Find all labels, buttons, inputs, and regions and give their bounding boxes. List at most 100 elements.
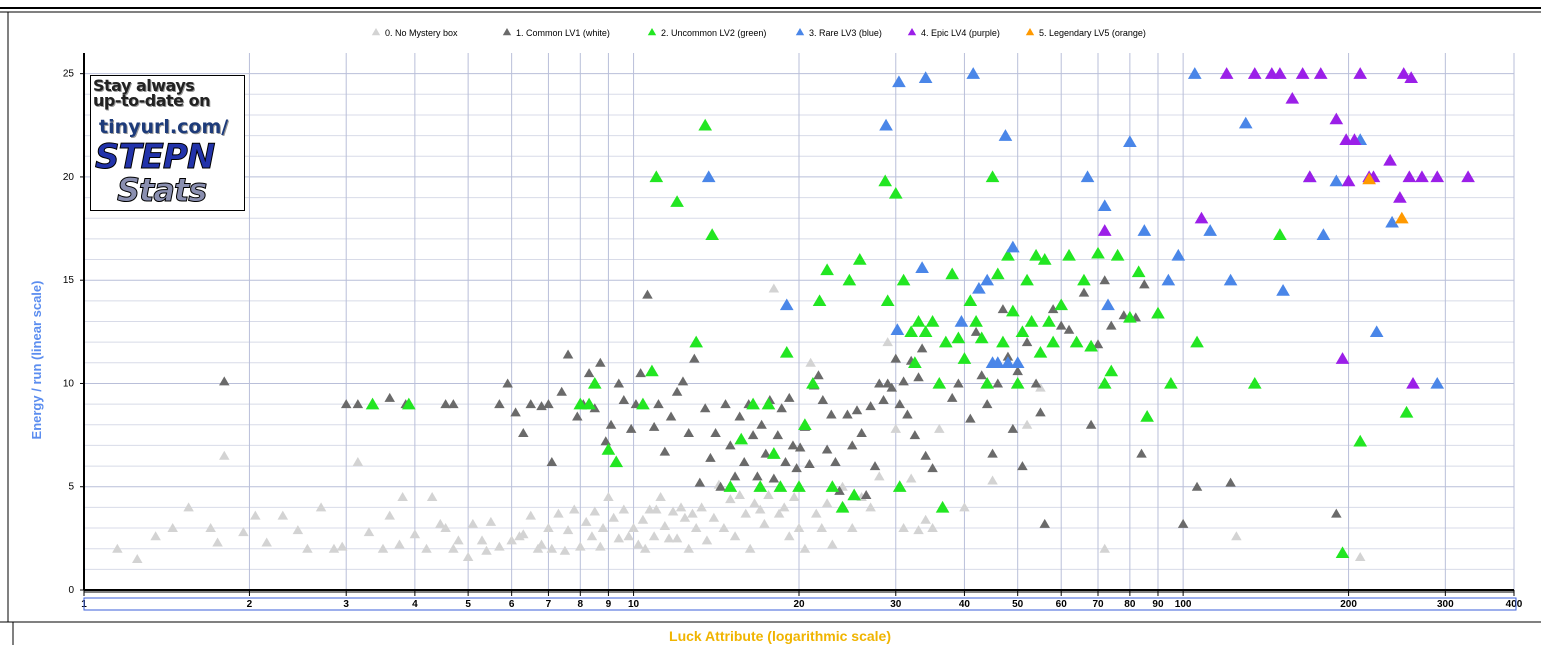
data-point [1331,508,1342,518]
legend-label: 3. Rare LV3 (blue) [809,28,882,38]
data-point [847,440,858,450]
data-point [1223,273,1238,286]
data-point [1353,434,1368,447]
data-point [734,411,745,421]
data-point [112,543,123,553]
legend[interactable]: 0. No Mystery box 1. Common LV1 (white) 2.… [371,28,1146,38]
y-tick-label: 20 [63,172,75,183]
data-point [1035,407,1046,417]
data-point [292,525,304,535]
data-point [916,343,928,353]
data-point [920,514,931,524]
data-point [510,407,521,417]
x-tick-label: 70 [1092,599,1104,610]
data-point [205,523,216,533]
data-point [740,508,751,518]
legend-label: 0. No Mystery box [385,28,458,38]
data-point [913,525,924,535]
data-point [536,539,547,549]
data-point [1110,248,1125,261]
legend-marker [502,28,512,36]
data-point [718,523,730,533]
data-point [898,523,909,533]
data-point [812,294,827,307]
data-point [904,325,919,338]
data-point [898,376,909,386]
data-point [1171,248,1186,261]
data-point [763,489,774,499]
data-point [363,527,375,537]
x-tick-label: 50 [1012,599,1024,610]
x-tick-label: 60 [1056,599,1068,610]
legend-label: 5. Legendary LV5 (orange) [1039,28,1146,38]
data-point [890,423,902,433]
data-point [1430,376,1445,389]
data-point [613,533,625,543]
legend-item[interactable]: 4. Epic LV4 (purple) [907,28,1000,38]
promo-text-stay-always: Stay always [93,76,195,95]
data-point [546,543,558,553]
data-point [426,492,438,502]
data-point [1347,133,1362,145]
data-point [1097,376,1112,389]
data-point [1140,410,1154,422]
data-point [1012,366,1023,376]
data-point [804,459,815,469]
data-point [132,554,143,564]
data-point [998,129,1013,141]
x-axis-label: Luck Attribute (logarithmic scale) [669,628,891,644]
data-point [1062,248,1076,261]
data-point [315,502,327,512]
data-point [744,543,756,553]
data-point [701,535,713,545]
legend-item[interactable]: 1. Common LV1 (white) [502,28,610,38]
data-point [946,392,958,402]
data-point [788,492,800,502]
data-point [648,531,660,541]
data-point [1136,448,1147,458]
data-point [699,403,711,413]
data-point [720,399,731,409]
x-tick-label: 8 [578,599,584,610]
promo-banner[interactable]: Stay always up-to-date on tinyurl.com/ S… [90,75,245,211]
data-point [880,294,895,307]
data-point [835,500,850,513]
data-point [494,399,505,409]
data-point [377,543,389,553]
data-point [635,368,646,378]
data-point [980,376,995,389]
data-point [1037,253,1052,265]
data-point [613,378,625,388]
data-point [183,502,194,512]
y-tick-label: 5 [68,482,74,493]
data-point [772,430,784,440]
legend-item[interactable]: 0. No Mystery box [371,28,458,38]
legend-marker [371,28,381,36]
legend-item[interactable]: 5. Legendary LV5 (orange) [1025,28,1146,38]
axes-layer [80,53,1515,596]
data-point [586,531,598,541]
data-point [476,535,488,545]
data-point [481,545,492,555]
data-point [506,535,517,545]
data-point [1164,376,1178,389]
data-point [778,502,790,512]
legend-item[interactable]: 2. Uncommon LV2 (green) [647,28,767,38]
data-point [773,508,785,518]
data-point [518,529,529,539]
legend-item[interactable]: 3. Rare LV3 (blue) [795,28,882,38]
data-point [1393,191,1407,203]
data-point [277,510,289,520]
data-point [336,541,348,551]
data-point [902,409,913,419]
data-point [1247,376,1262,389]
data-point [525,399,536,409]
data-point [687,508,698,518]
data-point [623,531,634,541]
data-point [1084,339,1098,352]
data-point [518,428,529,438]
x-range-selector[interactable] [83,597,1517,611]
data-point [212,537,223,547]
data-point [583,368,595,378]
x-tick-labels: 1 2 3 4 5 6 7 8 9 10 20 30 40 50 60 70 80 90 100 200 300 400 [81,599,1523,610]
